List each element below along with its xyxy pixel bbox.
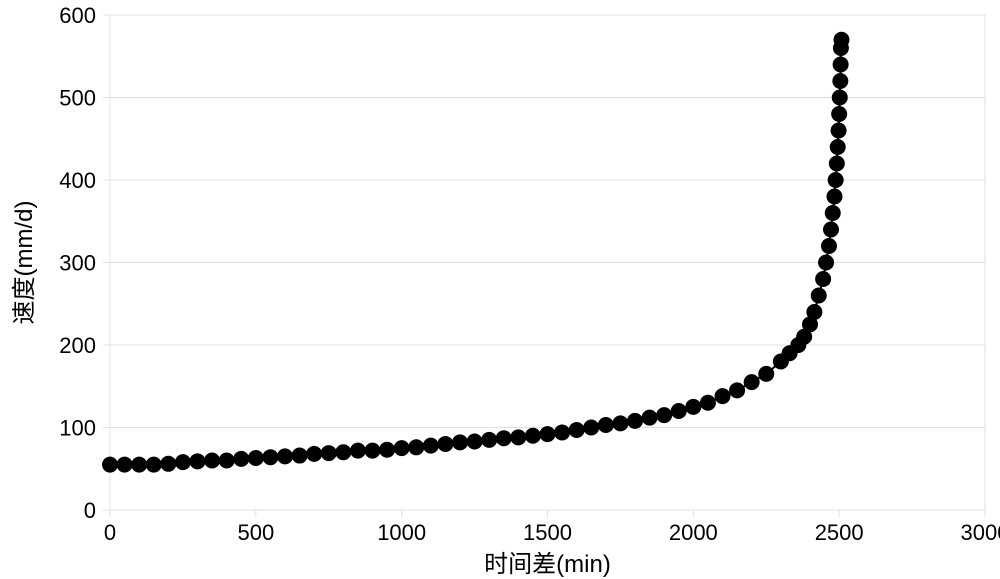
data-point [394, 440, 410, 456]
data-point [292, 448, 308, 464]
data-point [832, 73, 848, 89]
data-point [825, 205, 841, 221]
data-point [627, 413, 643, 429]
y-tick-label: 500 [59, 86, 96, 111]
data-point [583, 420, 599, 436]
data-point [248, 450, 264, 466]
data-point [758, 366, 774, 382]
data-point [830, 139, 846, 155]
data-point [160, 456, 176, 472]
data-point [117, 457, 133, 473]
chart-svg: 0 500 1000 1500 2000 2500 3000 0 100 200 300 400 500… [0, 0, 1000, 579]
data-point [671, 403, 687, 419]
data-point [525, 428, 541, 444]
data-point [612, 415, 628, 431]
x-tick-label: 3000 [961, 520, 1000, 545]
data-point [831, 123, 847, 139]
y-tick-label: 300 [59, 251, 96, 276]
data-point [821, 238, 837, 254]
data-point [335, 444, 351, 460]
y-tick-label: 200 [59, 333, 96, 358]
data-point [452, 434, 468, 450]
y-axis-label: 速度(mm/d) [11, 201, 38, 325]
data-point [554, 424, 570, 440]
data-point [834, 32, 850, 48]
data-point [102, 457, 118, 473]
x-tick-label: 2500 [815, 520, 864, 545]
data-point [350, 443, 366, 459]
data-point [262, 449, 278, 465]
data-point [828, 172, 844, 188]
data-point [190, 453, 206, 469]
data-point [811, 288, 827, 304]
data-point [233, 451, 249, 467]
y-tick-label: 600 [59, 3, 96, 28]
chart-container: 0 500 1000 1500 2000 2500 3000 0 100 200 300 400 500… [0, 0, 1000, 579]
x-tick-label: 2000 [669, 520, 718, 545]
data-point [204, 453, 220, 469]
data-point [219, 453, 235, 469]
data-point [744, 374, 760, 390]
x-tick-label: 1000 [377, 520, 426, 545]
data-point [321, 445, 337, 461]
y-tick-label: 400 [59, 168, 96, 193]
data-point [818, 255, 834, 271]
data-point [833, 57, 849, 73]
data-point [598, 417, 614, 433]
data-point [306, 446, 322, 462]
data-point [815, 271, 831, 287]
data-point [700, 395, 716, 411]
x-tick-label: 500 [237, 520, 274, 545]
data-point [540, 426, 556, 442]
data-point [467, 434, 483, 450]
data-point [829, 156, 845, 172]
data-point [437, 436, 453, 452]
y-tick-label: 0 [84, 498, 96, 523]
data-point [496, 430, 512, 446]
data-point [831, 106, 847, 122]
data-point [642, 410, 658, 426]
data-point [806, 304, 822, 320]
data-point [510, 429, 526, 445]
x-axis-label: 时间差(min) [484, 551, 611, 578]
data-point [656, 407, 672, 423]
data-point [481, 432, 497, 448]
data-point [729, 382, 745, 398]
data-point [715, 388, 731, 404]
x-tick-label: 1500 [523, 520, 572, 545]
data-point [408, 439, 424, 455]
data-point [365, 443, 381, 459]
data-point [277, 448, 293, 464]
x-tick-label: 0 [104, 520, 116, 545]
data-point [379, 442, 395, 458]
data-point [175, 454, 191, 470]
data-point [131, 457, 147, 473]
data-point [827, 189, 843, 205]
data-point [569, 422, 585, 438]
y-tick-label: 100 [59, 416, 96, 441]
data-point [685, 399, 701, 415]
data-point [832, 90, 848, 106]
data-point [146, 457, 162, 473]
data-point [823, 222, 839, 238]
data-point [423, 438, 439, 454]
